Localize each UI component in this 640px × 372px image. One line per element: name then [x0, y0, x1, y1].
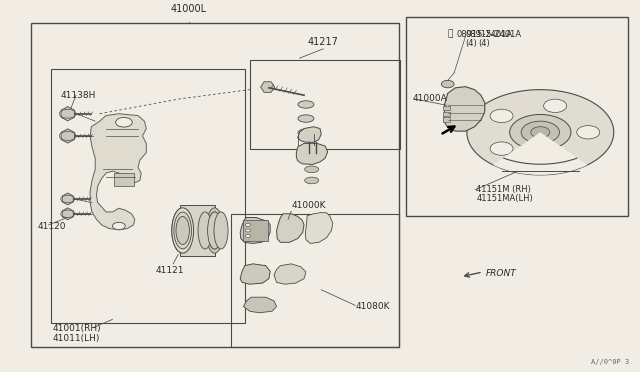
Circle shape	[245, 235, 250, 237]
Ellipse shape	[298, 129, 314, 137]
Ellipse shape	[305, 177, 319, 184]
Text: FRONT: FRONT	[486, 269, 516, 278]
Bar	[51, 69, 245, 323]
Ellipse shape	[172, 208, 193, 253]
FancyBboxPatch shape	[179, 205, 214, 256]
Bar	[230, 214, 399, 347]
Bar	[444, 112, 450, 116]
Text: 41080K: 41080K	[355, 302, 390, 311]
Ellipse shape	[298, 115, 314, 122]
Circle shape	[245, 229, 250, 232]
Text: 41011(LH): 41011(LH)	[53, 334, 100, 343]
Ellipse shape	[207, 212, 221, 249]
Circle shape	[442, 80, 454, 88]
Polygon shape	[243, 297, 276, 313]
Text: 41000A: 41000A	[413, 94, 447, 103]
Text: (4): (4)	[478, 39, 490, 48]
Polygon shape	[305, 213, 333, 243]
Circle shape	[116, 118, 132, 127]
Polygon shape	[61, 107, 74, 121]
Text: 41121: 41121	[156, 266, 184, 275]
Ellipse shape	[305, 166, 319, 173]
Polygon shape	[240, 218, 270, 243]
Circle shape	[490, 109, 513, 123]
Ellipse shape	[176, 217, 189, 244]
Ellipse shape	[176, 217, 189, 244]
Polygon shape	[62, 193, 73, 205]
Bar	[243, 221, 268, 241]
Polygon shape	[274, 264, 306, 284]
Polygon shape	[276, 214, 304, 242]
Polygon shape	[61, 129, 74, 143]
Ellipse shape	[174, 212, 191, 249]
Ellipse shape	[298, 101, 314, 108]
Circle shape	[245, 224, 250, 227]
Circle shape	[531, 127, 550, 138]
Circle shape	[521, 121, 559, 143]
Wedge shape	[493, 132, 588, 175]
Bar	[31, 23, 399, 347]
Text: 41000L: 41000L	[171, 4, 207, 14]
Ellipse shape	[214, 212, 228, 249]
Text: 08915-2401A: 08915-2401A	[457, 29, 513, 39]
Ellipse shape	[198, 212, 212, 249]
Ellipse shape	[206, 208, 223, 253]
Bar	[444, 117, 450, 122]
Polygon shape	[298, 127, 321, 142]
Bar	[406, 17, 628, 216]
Ellipse shape	[174, 212, 191, 249]
Text: A//0^0P 3: A//0^0P 3	[591, 359, 630, 365]
Bar	[115, 173, 134, 186]
Polygon shape	[260, 82, 275, 92]
Circle shape	[543, 99, 566, 112]
Circle shape	[113, 222, 125, 230]
Bar	[250, 60, 400, 149]
Circle shape	[509, 115, 571, 150]
Ellipse shape	[172, 208, 193, 253]
Polygon shape	[296, 143, 328, 164]
Circle shape	[490, 142, 513, 155]
Text: 41001(RH): 41001(RH)	[53, 324, 102, 333]
Text: 08915-2401A: 08915-2401A	[466, 29, 522, 39]
Text: 41217: 41217	[308, 37, 339, 47]
Circle shape	[577, 126, 600, 139]
Circle shape	[543, 152, 566, 166]
Text: (4): (4)	[466, 39, 477, 48]
Polygon shape	[444, 87, 484, 131]
Text: 41138H: 41138H	[60, 91, 95, 100]
Text: 41120: 41120	[37, 222, 65, 231]
Text: Ⓥ: Ⓥ	[448, 29, 453, 39]
Text: 41000K: 41000K	[291, 201, 326, 210]
Text: 41151MA(LH): 41151MA(LH)	[476, 195, 533, 203]
Polygon shape	[90, 114, 147, 230]
Text: 41151M (RH): 41151M (RH)	[476, 185, 531, 194]
Polygon shape	[240, 264, 270, 284]
Polygon shape	[62, 208, 73, 220]
Polygon shape	[467, 90, 614, 175]
Bar	[444, 106, 450, 110]
Ellipse shape	[207, 212, 221, 249]
